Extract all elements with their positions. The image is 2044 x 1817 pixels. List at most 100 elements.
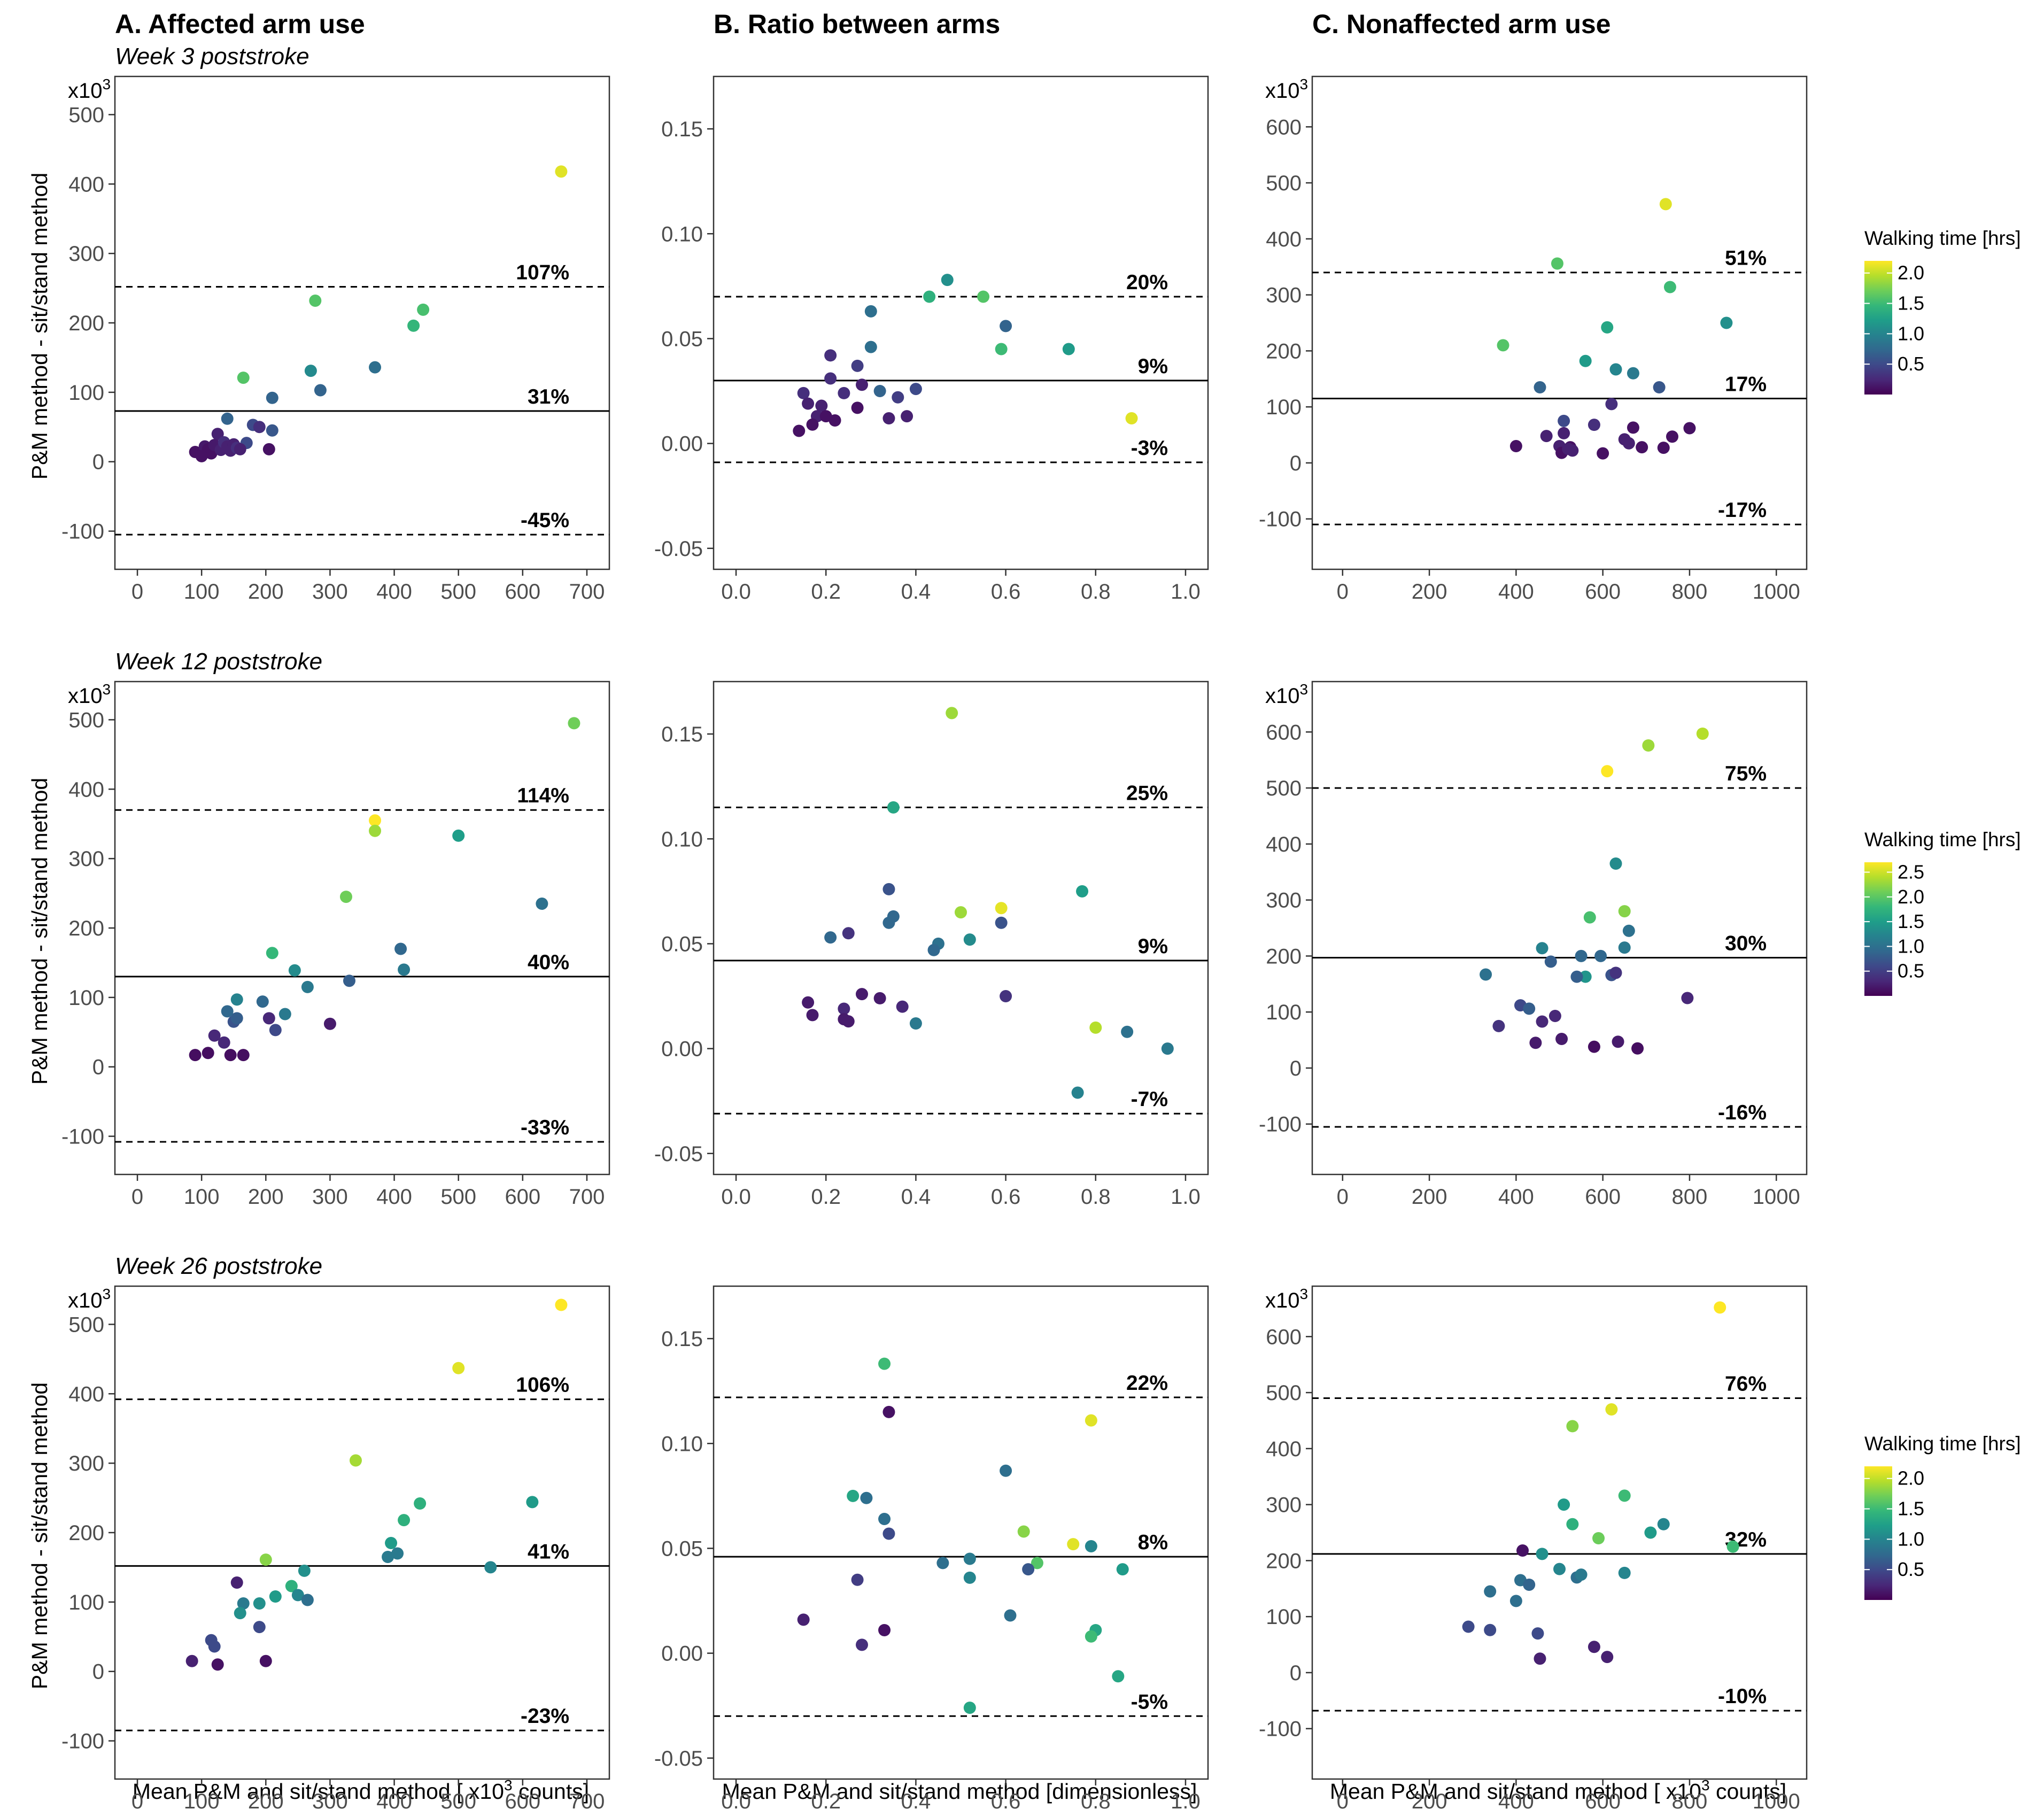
colorbar-tick-label: 1.5 <box>1898 1498 1924 1520</box>
line-percent-label: 107% <box>516 261 569 284</box>
panel-C2: 0 200 400 600 800 1000 -100 0 100 200 300 400 500 600… <box>1259 681 1808 1209</box>
x-tick-label: 700 <box>569 580 605 604</box>
data-point <box>526 1496 539 1509</box>
data-point <box>1575 949 1588 962</box>
colorbar <box>1864 261 1892 395</box>
data-point <box>398 963 411 976</box>
y-tick-label: 0.15 <box>661 723 703 746</box>
x-tick-label: 200 <box>1412 1790 1447 1813</box>
colorbar-tick-label: 0.5 <box>1898 960 1924 982</box>
line-percent-label: -33% <box>521 1116 569 1139</box>
data-point <box>1583 911 1596 924</box>
line-percent-label: 25% <box>1126 782 1168 805</box>
data-point <box>253 421 266 434</box>
y-tick-label: 0.05 <box>661 1537 703 1560</box>
data-point <box>1004 1609 1017 1622</box>
y-tick-label: 500 <box>68 103 104 127</box>
data-point <box>1555 1032 1568 1045</box>
colorbar-tick-label: 1.5 <box>1898 910 1924 932</box>
data-point <box>195 450 208 462</box>
panel-A2: 0 100 200 300 400 500 600 700 -100 0 100 200 300 400 5… <box>61 681 610 1209</box>
data-point <box>256 995 269 1008</box>
colorbar-legend-1: Walking time [hrs] 0.5 1.0 1.5 2.0 <box>1864 227 2021 395</box>
line-percent-label: -17% <box>1718 499 1767 522</box>
data-point <box>856 1638 868 1651</box>
data-point <box>1642 739 1655 752</box>
y-tick-label: 300 <box>68 847 104 871</box>
data-point <box>824 372 837 385</box>
y-tick-label: 500 <box>68 708 104 732</box>
y-tick-label: 0 <box>92 1660 104 1684</box>
data-point <box>266 947 278 960</box>
data-point <box>1536 942 1549 955</box>
data-point <box>1116 1563 1129 1576</box>
line-percent-label: 40% <box>528 951 569 974</box>
x-tick-label: 700 <box>569 1790 605 1813</box>
line-percent-label: 9% <box>1138 355 1168 378</box>
y-tick-label: 200 <box>1266 339 1302 363</box>
data-point <box>266 391 278 404</box>
line-percent-label: 41% <box>528 1540 569 1563</box>
data-point <box>838 1002 850 1015</box>
data-point <box>842 927 855 940</box>
x-tick-label: 300 <box>312 1185 348 1209</box>
plot-area <box>1311 681 1808 1176</box>
data-point <box>963 1702 976 1714</box>
x-axis-label-b: Mean P&M and sit/stand method [dimension… <box>722 1779 1197 1804</box>
data-point <box>394 942 407 955</box>
data-point <box>1523 1002 1536 1015</box>
data-point <box>1492 1019 1505 1032</box>
data-point <box>262 443 275 455</box>
data-point <box>1657 442 1670 454</box>
panel-C1: 0 200 400 600 800 1000 -100 0 100 200 300 400 500 600… <box>1259 75 1808 604</box>
data-point <box>1588 1641 1600 1653</box>
data-point <box>1714 1301 1726 1314</box>
y-tick-label: 100 <box>68 986 104 1010</box>
data-point <box>230 1012 243 1025</box>
x-tick-label: 600 <box>1585 580 1621 604</box>
colorbar-tick-label: 2.0 <box>1898 886 1924 908</box>
line-percent-label: 75% <box>1725 762 1767 785</box>
data-point <box>955 906 967 919</box>
line-percent-label: -16% <box>1718 1101 1767 1124</box>
colorbar-tick-label: 1.0 <box>1898 322 1924 344</box>
panels: 0 100 200 300 400 500 600 700 -100 0 100 200 300 400 5… <box>61 75 1808 1813</box>
y-tick-label: 400 <box>1266 1437 1302 1461</box>
x-tick-label: 1000 <box>1753 580 1800 604</box>
data-point <box>1161 1042 1174 1055</box>
data-point <box>323 1017 336 1030</box>
data-point <box>369 814 382 827</box>
y-axis-label-row1: P&M method - sit/stand method <box>27 173 52 480</box>
data-point <box>838 386 850 399</box>
data-point <box>1085 1630 1097 1643</box>
data-point <box>878 1623 891 1636</box>
y-tick-label: 200 <box>1266 1549 1302 1573</box>
x-tick-label: 200 <box>248 580 284 604</box>
data-point <box>1071 1086 1084 1099</box>
data-point <box>1022 1563 1035 1576</box>
data-point <box>802 397 815 410</box>
data-point <box>309 294 322 307</box>
data-point <box>864 305 877 318</box>
line-percent-label: 9% <box>1138 935 1168 958</box>
y-tick-label: 500 <box>1266 1381 1302 1405</box>
x-tick-label: 0.0 <box>721 1790 751 1813</box>
data-point <box>1566 1420 1579 1433</box>
y-tick-label: 300 <box>1266 1494 1302 1517</box>
data-point <box>1601 765 1614 778</box>
colorbar-tick-label: 1.5 <box>1898 292 1924 314</box>
data-point <box>1085 1540 1097 1553</box>
data-point <box>1657 1518 1670 1530</box>
y-tick-label: -100 <box>61 1730 104 1753</box>
y-tick-label: 300 <box>68 1452 104 1475</box>
data-point <box>211 1658 224 1671</box>
data-point <box>1531 1627 1544 1640</box>
y-tick-label: -100 <box>1259 1718 1302 1741</box>
data-point <box>1062 343 1075 355</box>
y-tick-label: 200 <box>68 917 104 940</box>
data-point <box>1562 443 1575 455</box>
y-tick-label: 100 <box>1266 1605 1302 1629</box>
data-point <box>221 412 234 425</box>
